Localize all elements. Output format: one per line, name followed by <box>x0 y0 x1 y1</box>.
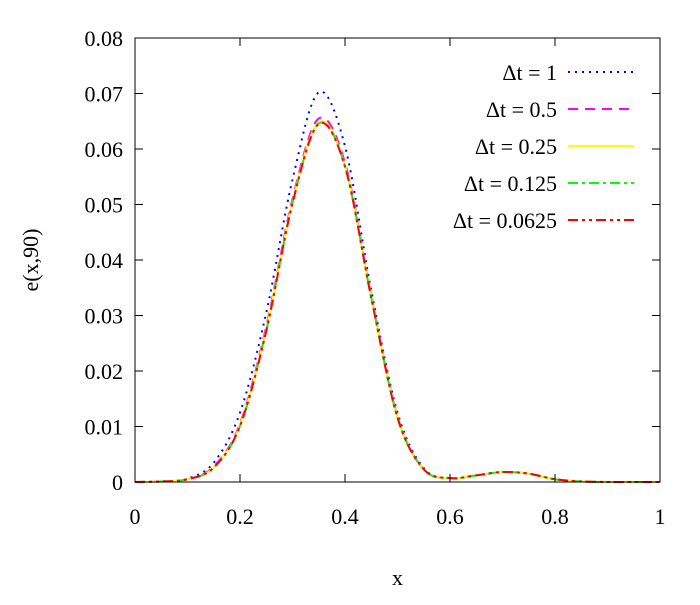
plot-frame <box>134 37 661 483</box>
series-layer <box>134 90 660 483</box>
y-tick-label: 0.01 <box>85 415 124 440</box>
legend-label-5: Δt = 0.0625 <box>453 208 557 233</box>
series-line-4 <box>134 121 660 483</box>
y-axis-label: e(x,90) <box>18 229 43 292</box>
legend-label-2: Δt = 0.5 <box>486 97 557 122</box>
x-tick-label: 1 <box>655 504 666 529</box>
legend: Δt = 1 Δt = 0.5 Δt = 0.25 Δt = 0.125 Δt = 0.… <box>453 60 634 233</box>
x-tick-label: 0 <box>130 504 141 529</box>
ticks-layer: 0 0.2 0.4 0.6 0.8 1 0 0.01 0.02 0.03 0.04 0.05 0.06 0… <box>85 26 666 529</box>
x-tick-label: 0.2 <box>226 504 254 529</box>
x-tick-label: 0.6 <box>436 504 464 529</box>
y-tick-label: 0.05 <box>85 193 124 218</box>
y-tick-label: 0.08 <box>85 26 124 51</box>
series-line-5 <box>134 121 660 483</box>
x-axis-label: x <box>392 565 403 590</box>
x-tick-label: 0.8 <box>541 504 569 529</box>
y-tick-label: 0.07 <box>85 82 124 107</box>
legend-label-3: Δt = 0.25 <box>475 134 557 159</box>
x-tick-label: 0.4 <box>331 504 359 529</box>
series-line-1 <box>134 90 660 483</box>
legend-label-4: Δt = 0.125 <box>464 171 557 196</box>
series-line-2 <box>134 116 660 483</box>
y-tick-label: 0.06 <box>85 137 124 162</box>
y-tick-label: 0.03 <box>85 304 124 329</box>
y-tick-label: 0.02 <box>85 359 124 384</box>
legend-label-1: Δt = 1 <box>502 60 557 85</box>
y-tick-label: 0 <box>112 470 123 495</box>
series-line-3 <box>134 120 660 483</box>
y-tick-label: 0.04 <box>85 248 124 273</box>
